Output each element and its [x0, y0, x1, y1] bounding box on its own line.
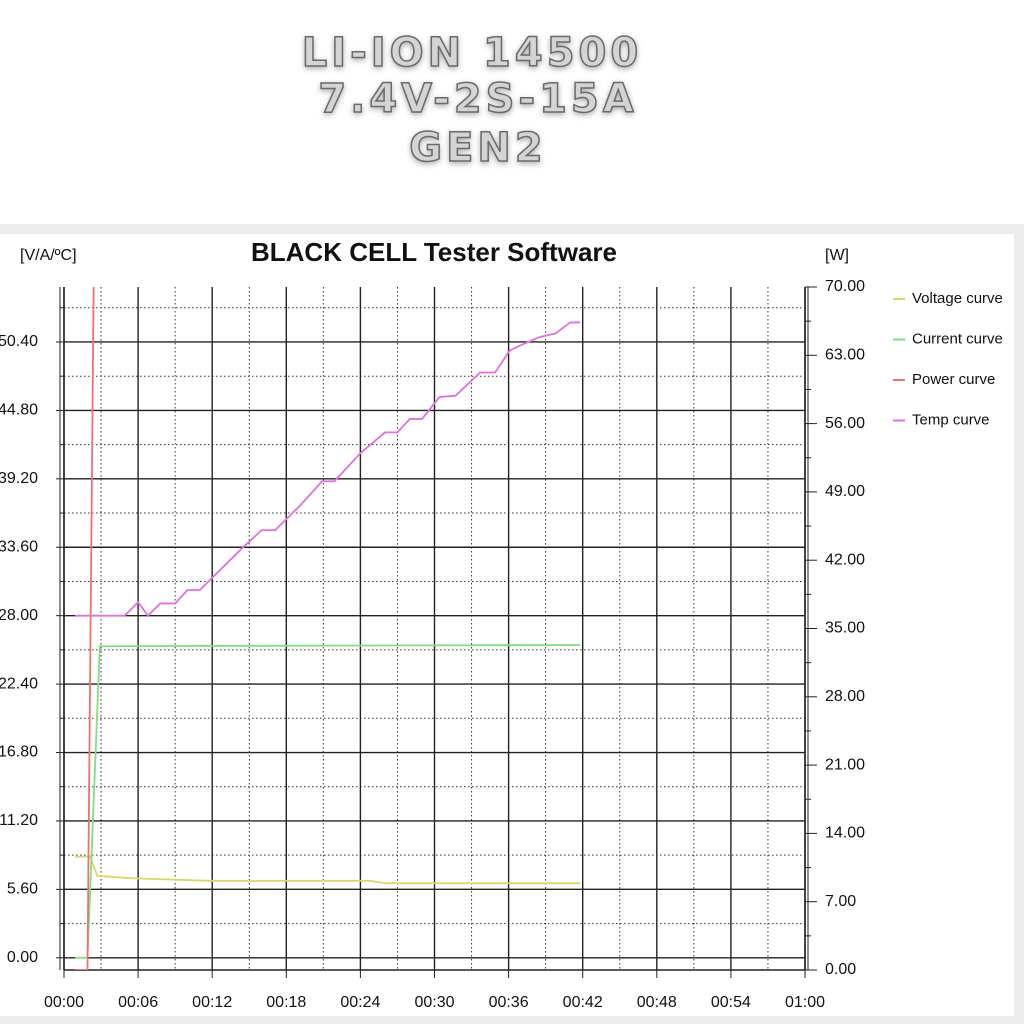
x-tick-label: 00:06	[118, 994, 158, 1011]
x-tick-label: 00:54	[711, 994, 751, 1011]
legend-label: Voltage curve	[912, 290, 1003, 307]
y-tick-label: 11.20	[0, 812, 38, 829]
legend-label: Temp curve	[912, 411, 990, 428]
x-tick-label: 00:30	[414, 994, 454, 1011]
y2-tick-label: 35.00	[825, 620, 865, 637]
y2-axis-label: [W]	[825, 247, 849, 264]
panel-border	[1014, 234, 1024, 1024]
series-line	[75, 644, 581, 959]
panel-border	[0, 1016, 1024, 1024]
y-tick-label: 16.80	[0, 744, 38, 761]
legend-label: Power curve	[912, 371, 995, 388]
panel-border	[0, 224, 1024, 234]
x-tick-label: 00:18	[266, 994, 306, 1011]
chart: BLACK CELL Tester Software [V/A/ºC] [W] …	[0, 237, 1003, 1011]
y2-tick-label: 70.00	[825, 278, 865, 295]
legend-label: Current curve	[912, 330, 1003, 347]
y2-tick-label: 14.00	[825, 825, 865, 842]
y2-tick-label: 0.00	[825, 961, 856, 978]
y2-tick-label: 49.00	[825, 483, 865, 500]
chart-title: BLACK CELL Tester Software	[251, 237, 617, 267]
header-line: 7.4V-2S-15A	[318, 76, 637, 122]
x-tick-label: 00:42	[563, 994, 603, 1011]
y-tick-label: 5.60	[7, 881, 38, 898]
x-tick-label: 00:24	[340, 994, 380, 1011]
header-line: GEN2	[409, 125, 546, 171]
y2-tick-label: 56.00	[825, 415, 865, 432]
y2-tick-label: 21.00	[825, 756, 865, 773]
header-line: LI-ION 14500	[302, 30, 642, 76]
x-tick-label: 00:12	[192, 994, 232, 1011]
y-tick-label: 44.80	[0, 402, 38, 419]
x-tick-label: 01:00	[785, 994, 825, 1011]
y2-tick-label: 7.00	[825, 893, 856, 910]
x-tick-label: 00:48	[637, 994, 677, 1011]
x-tick-label: 00:00	[44, 994, 84, 1011]
x-tick-label: 00:36	[489, 994, 529, 1011]
y-tick-label: 39.20	[0, 470, 38, 487]
y2-tick-label: 63.00	[825, 347, 865, 364]
y-tick-label: 28.00	[0, 607, 38, 624]
y-tick-label: 33.60	[0, 538, 38, 555]
series-line	[75, 321, 581, 618]
y2-tick-label: 42.00	[825, 551, 865, 568]
y-tick-label: 22.40	[0, 675, 38, 692]
y-tick-label: 50.40	[0, 333, 38, 350]
y2-tick-label: 28.00	[825, 688, 865, 705]
y-axis-label: [V/A/ºC]	[20, 247, 77, 264]
series-line	[75, 286, 95, 970]
y-tick-label: 0.00	[7, 949, 38, 966]
